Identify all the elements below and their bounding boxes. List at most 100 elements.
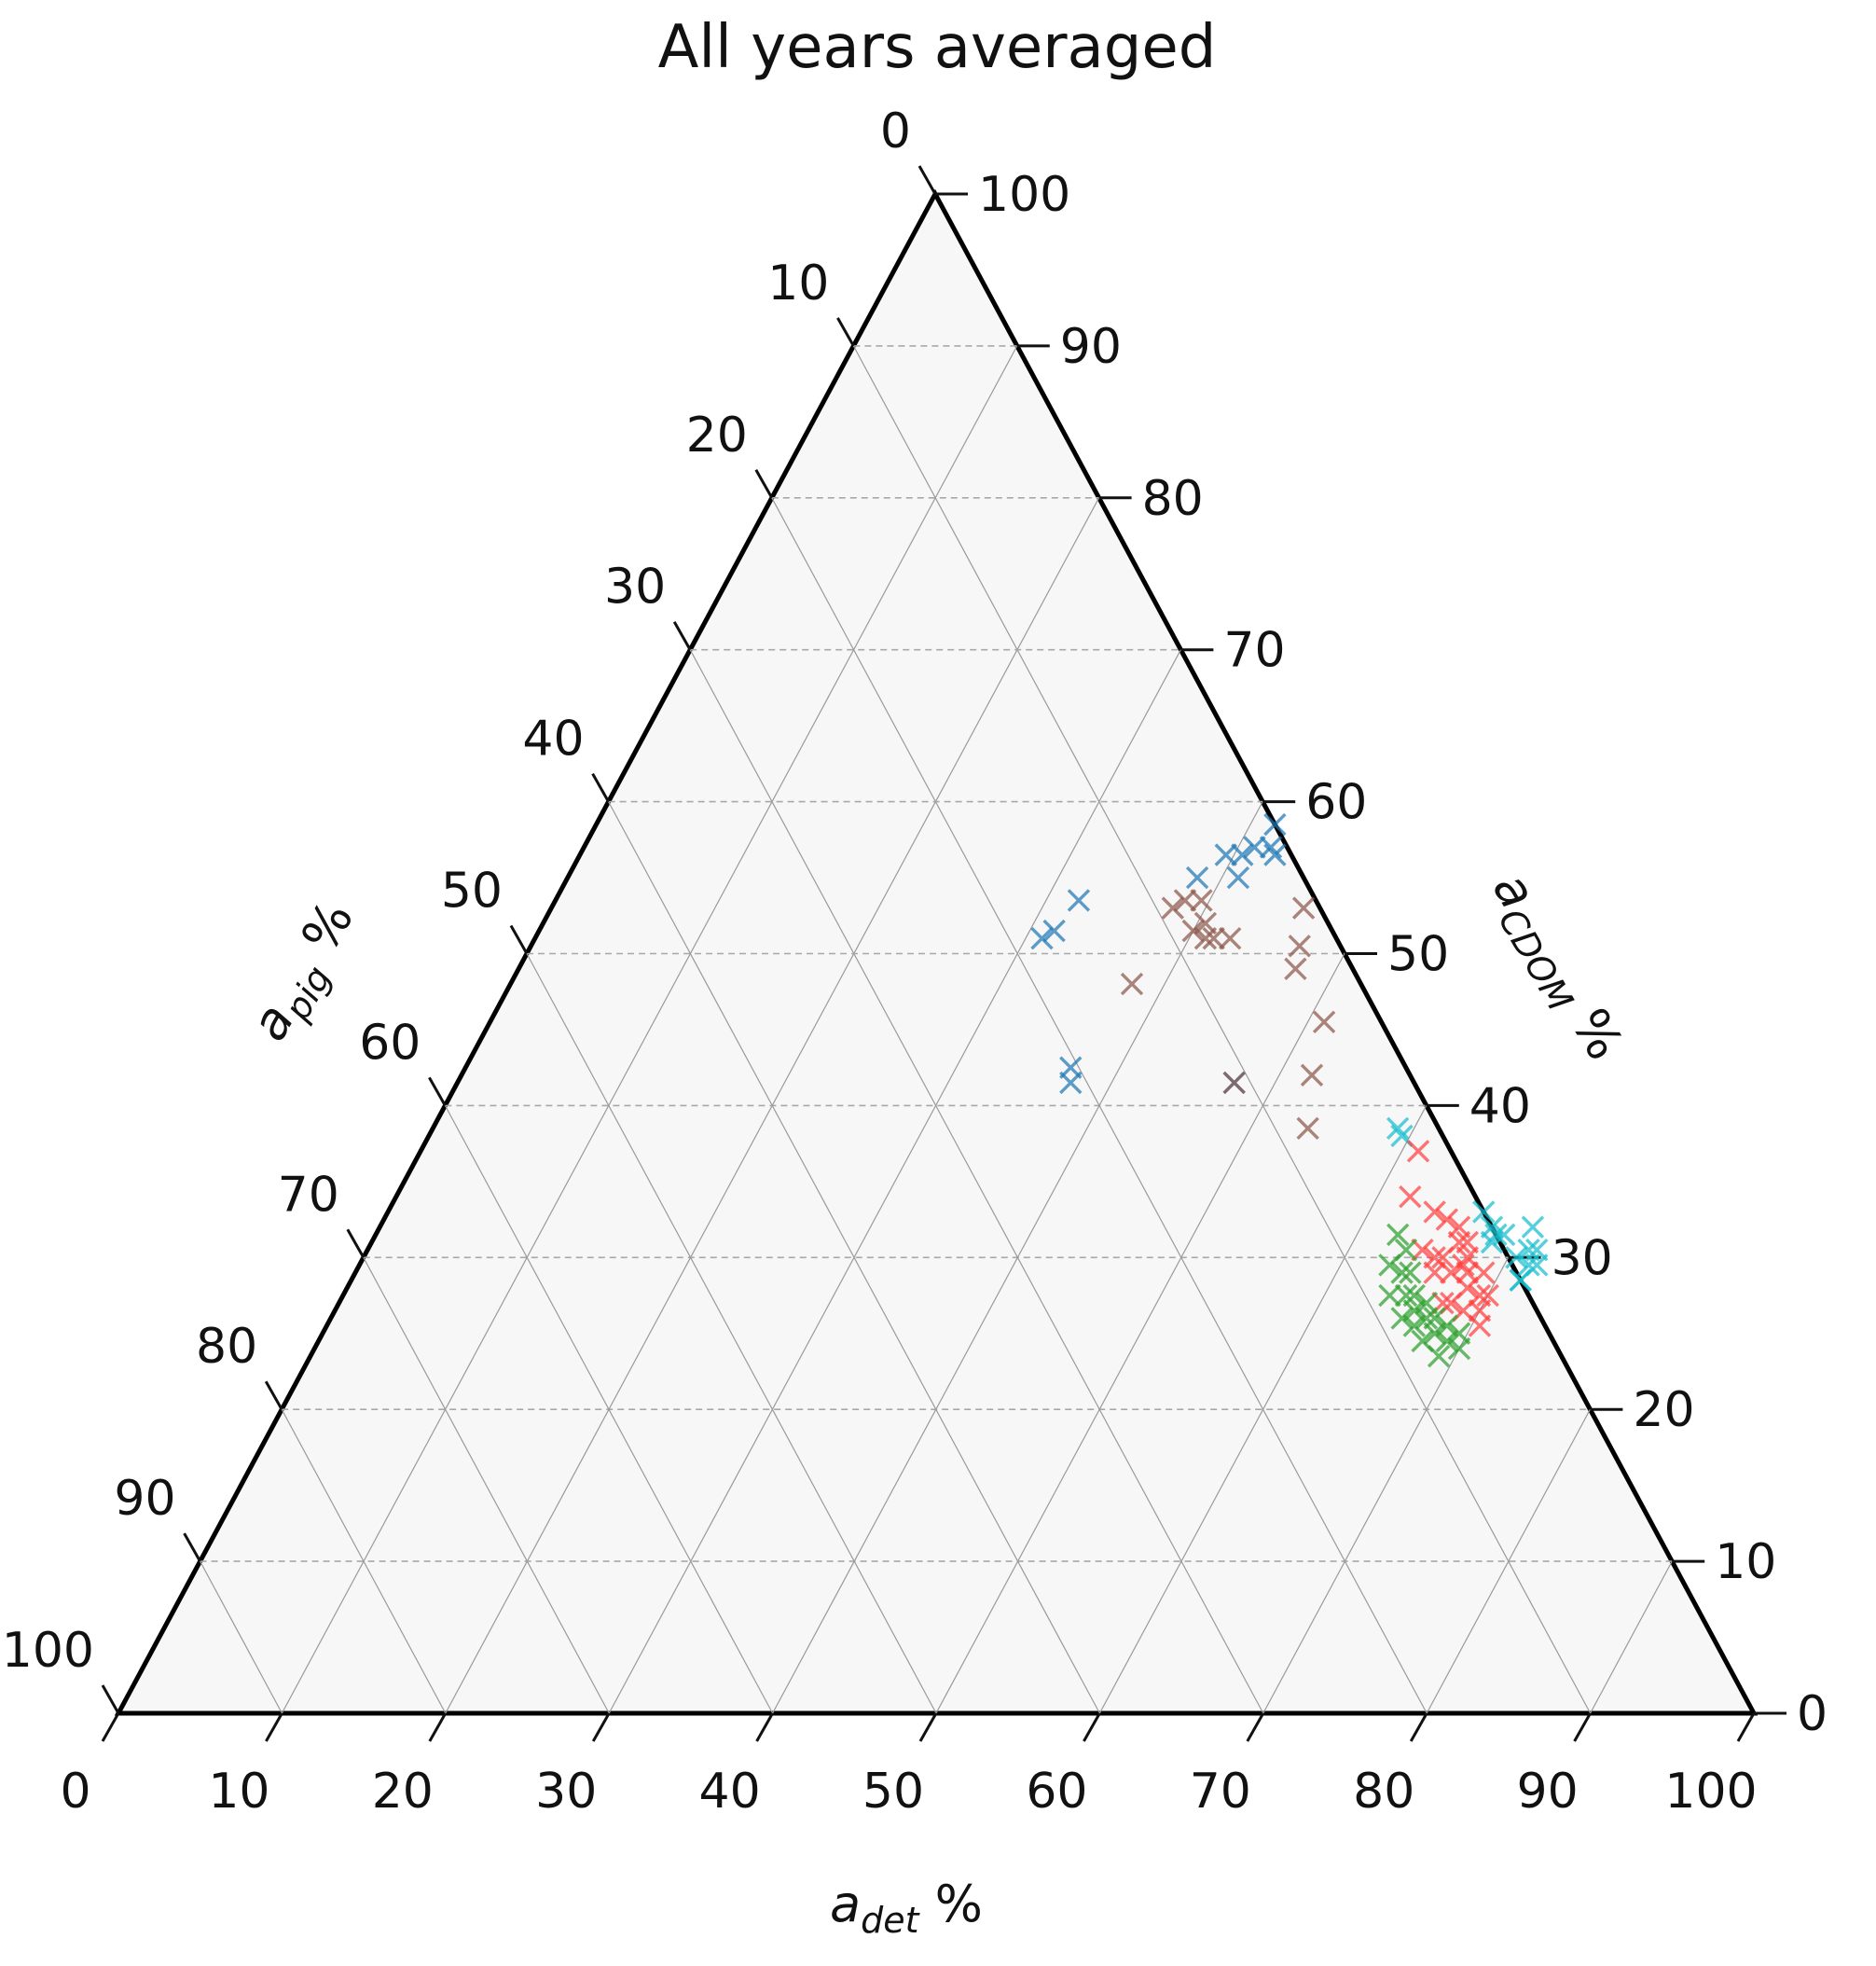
grid-line-pig-10 (852, 345, 1592, 1714)
grid-line-det-90 (1590, 1560, 1673, 1714)
data-point (1399, 1261, 1422, 1284)
ternary-data-points (1030, 812, 1549, 1368)
tick-label-det-30: 30 (535, 1764, 597, 1820)
tick-det-30 (591, 1712, 611, 1742)
tick-label-det-100: 100 (1664, 1764, 1757, 1820)
grid-line-det-60 (1098, 1105, 1428, 1714)
data-point (1386, 1223, 1410, 1247)
tick-pig-100 (101, 1684, 120, 1714)
data-point (1042, 919, 1066, 943)
data-point (1284, 957, 1307, 980)
tick-label-det-0: 0 (60, 1764, 90, 1820)
data-point (1193, 927, 1218, 950)
tick-label-cdom-60: 60 (1305, 775, 1367, 831)
grid-line-pig-80 (281, 1408, 447, 1714)
data-point (1414, 1307, 1439, 1330)
tick-label-cdom-30: 30 (1552, 1230, 1613, 1286)
tick-label-det-80: 80 (1353, 1764, 1414, 1820)
tick-label-cdom-70: 70 (1223, 623, 1285, 679)
tick-det-10 (265, 1712, 283, 1742)
data-point (1288, 935, 1311, 958)
axis-title-det-symbol: a (830, 1875, 861, 1933)
series-1 (1120, 889, 1336, 1141)
data-point (1435, 1329, 1459, 1353)
data-point (1492, 1223, 1516, 1247)
tick-label-pig-10: 10 (767, 256, 829, 312)
tick-label-pig-20: 20 (686, 408, 748, 464)
tick-det-0 (101, 1712, 120, 1742)
data-point (1476, 1283, 1499, 1308)
data-point (1484, 1223, 1508, 1247)
axis-title-det-suffix: % (919, 1875, 983, 1933)
tick-label-det-60: 60 (1026, 1764, 1087, 1820)
data-point (1214, 843, 1237, 866)
data-point (1423, 1200, 1446, 1224)
tick-pig-50 (509, 924, 529, 955)
grid-line-pig-90 (200, 1560, 283, 1714)
tick-label-cdom-50: 50 (1387, 927, 1449, 983)
data-point (1219, 927, 1242, 950)
tick-pig-10 (836, 317, 855, 347)
tick-pig-80 (264, 1380, 283, 1410)
data-point (1378, 1283, 1401, 1308)
data-point (1173, 889, 1197, 912)
data-point (1120, 972, 1144, 996)
data-point (1296, 1116, 1319, 1141)
tick-label-cdom-80: 80 (1142, 471, 1204, 527)
series-4 (1378, 1223, 1471, 1368)
data-point (1472, 1261, 1496, 1284)
data-point (1402, 1314, 1426, 1337)
data-point (1505, 1246, 1528, 1269)
ternary-tick-labels: 0 0 0 10 10 10 20 20 20 30 30 30 40 40 40 50 50 50 60 60 60 7… (2, 104, 1828, 1820)
tick-label-pig-0: 0 (880, 104, 911, 159)
tick-label-pig-90: 90 (114, 1471, 175, 1527)
data-point (1399, 1184, 1422, 1209)
tick-det-20 (428, 1712, 448, 1742)
data-point (1509, 1268, 1532, 1292)
data-point (1394, 1283, 1418, 1308)
tick-det-40 (755, 1712, 774, 1742)
tick-label-pig-50: 50 (441, 864, 503, 920)
data-point (1423, 1322, 1446, 1345)
data-point (1435, 1208, 1459, 1231)
data-point (1427, 1344, 1451, 1368)
data-point (1185, 865, 1209, 890)
tick-label-cdom-100: 100 (978, 167, 1070, 223)
data-point (1431, 1246, 1455, 1269)
tick-label-det-10: 10 (208, 1764, 269, 1820)
tick-label-pig-60: 60 (359, 1015, 421, 1071)
data-point (1411, 1238, 1434, 1262)
tick-label-pig-100: 100 (2, 1623, 94, 1679)
grid-line-det-30 (608, 649, 1181, 1714)
tick-label-det-20: 20 (372, 1764, 434, 1820)
tick-label-cdom-10: 10 (1715, 1534, 1776, 1590)
data-point (1243, 836, 1266, 859)
tick-label-cdom-20: 20 (1633, 1382, 1694, 1438)
axis-title-det: adet % (830, 1875, 983, 1941)
tick-det-60 (1083, 1712, 1101, 1742)
tick-label-cdom-90: 90 (1060, 319, 1122, 375)
series-2 (1386, 1116, 1549, 1292)
tick-det-100 (1736, 1712, 1756, 1742)
data-point (1390, 1261, 1414, 1284)
tick-pig-0 (917, 165, 937, 195)
tick-pig-70 (346, 1228, 366, 1259)
tick-det-70 (1246, 1712, 1265, 1742)
grid-line-pig-30 (689, 649, 1264, 1714)
tick-det-90 (1573, 1712, 1592, 1742)
axis-title-det-subscript: det (861, 1900, 921, 1941)
data-point (1312, 1010, 1336, 1034)
tick-label-cdom-0: 0 (1797, 1686, 1828, 1742)
grid-line-pig-50 (526, 953, 937, 1714)
grid-line-det-70 (1262, 1257, 1510, 1714)
data-point (1161, 896, 1185, 920)
tick-label-pig-80: 80 (196, 1319, 257, 1375)
tick-det-50 (918, 1712, 938, 1742)
tick-pig-30 (672, 620, 692, 651)
data-point (1030, 927, 1054, 950)
data-point (1263, 843, 1287, 866)
tick-label-cdom-40: 40 (1469, 1078, 1531, 1134)
data-point (1222, 1071, 1246, 1095)
data-point (1190, 889, 1213, 912)
